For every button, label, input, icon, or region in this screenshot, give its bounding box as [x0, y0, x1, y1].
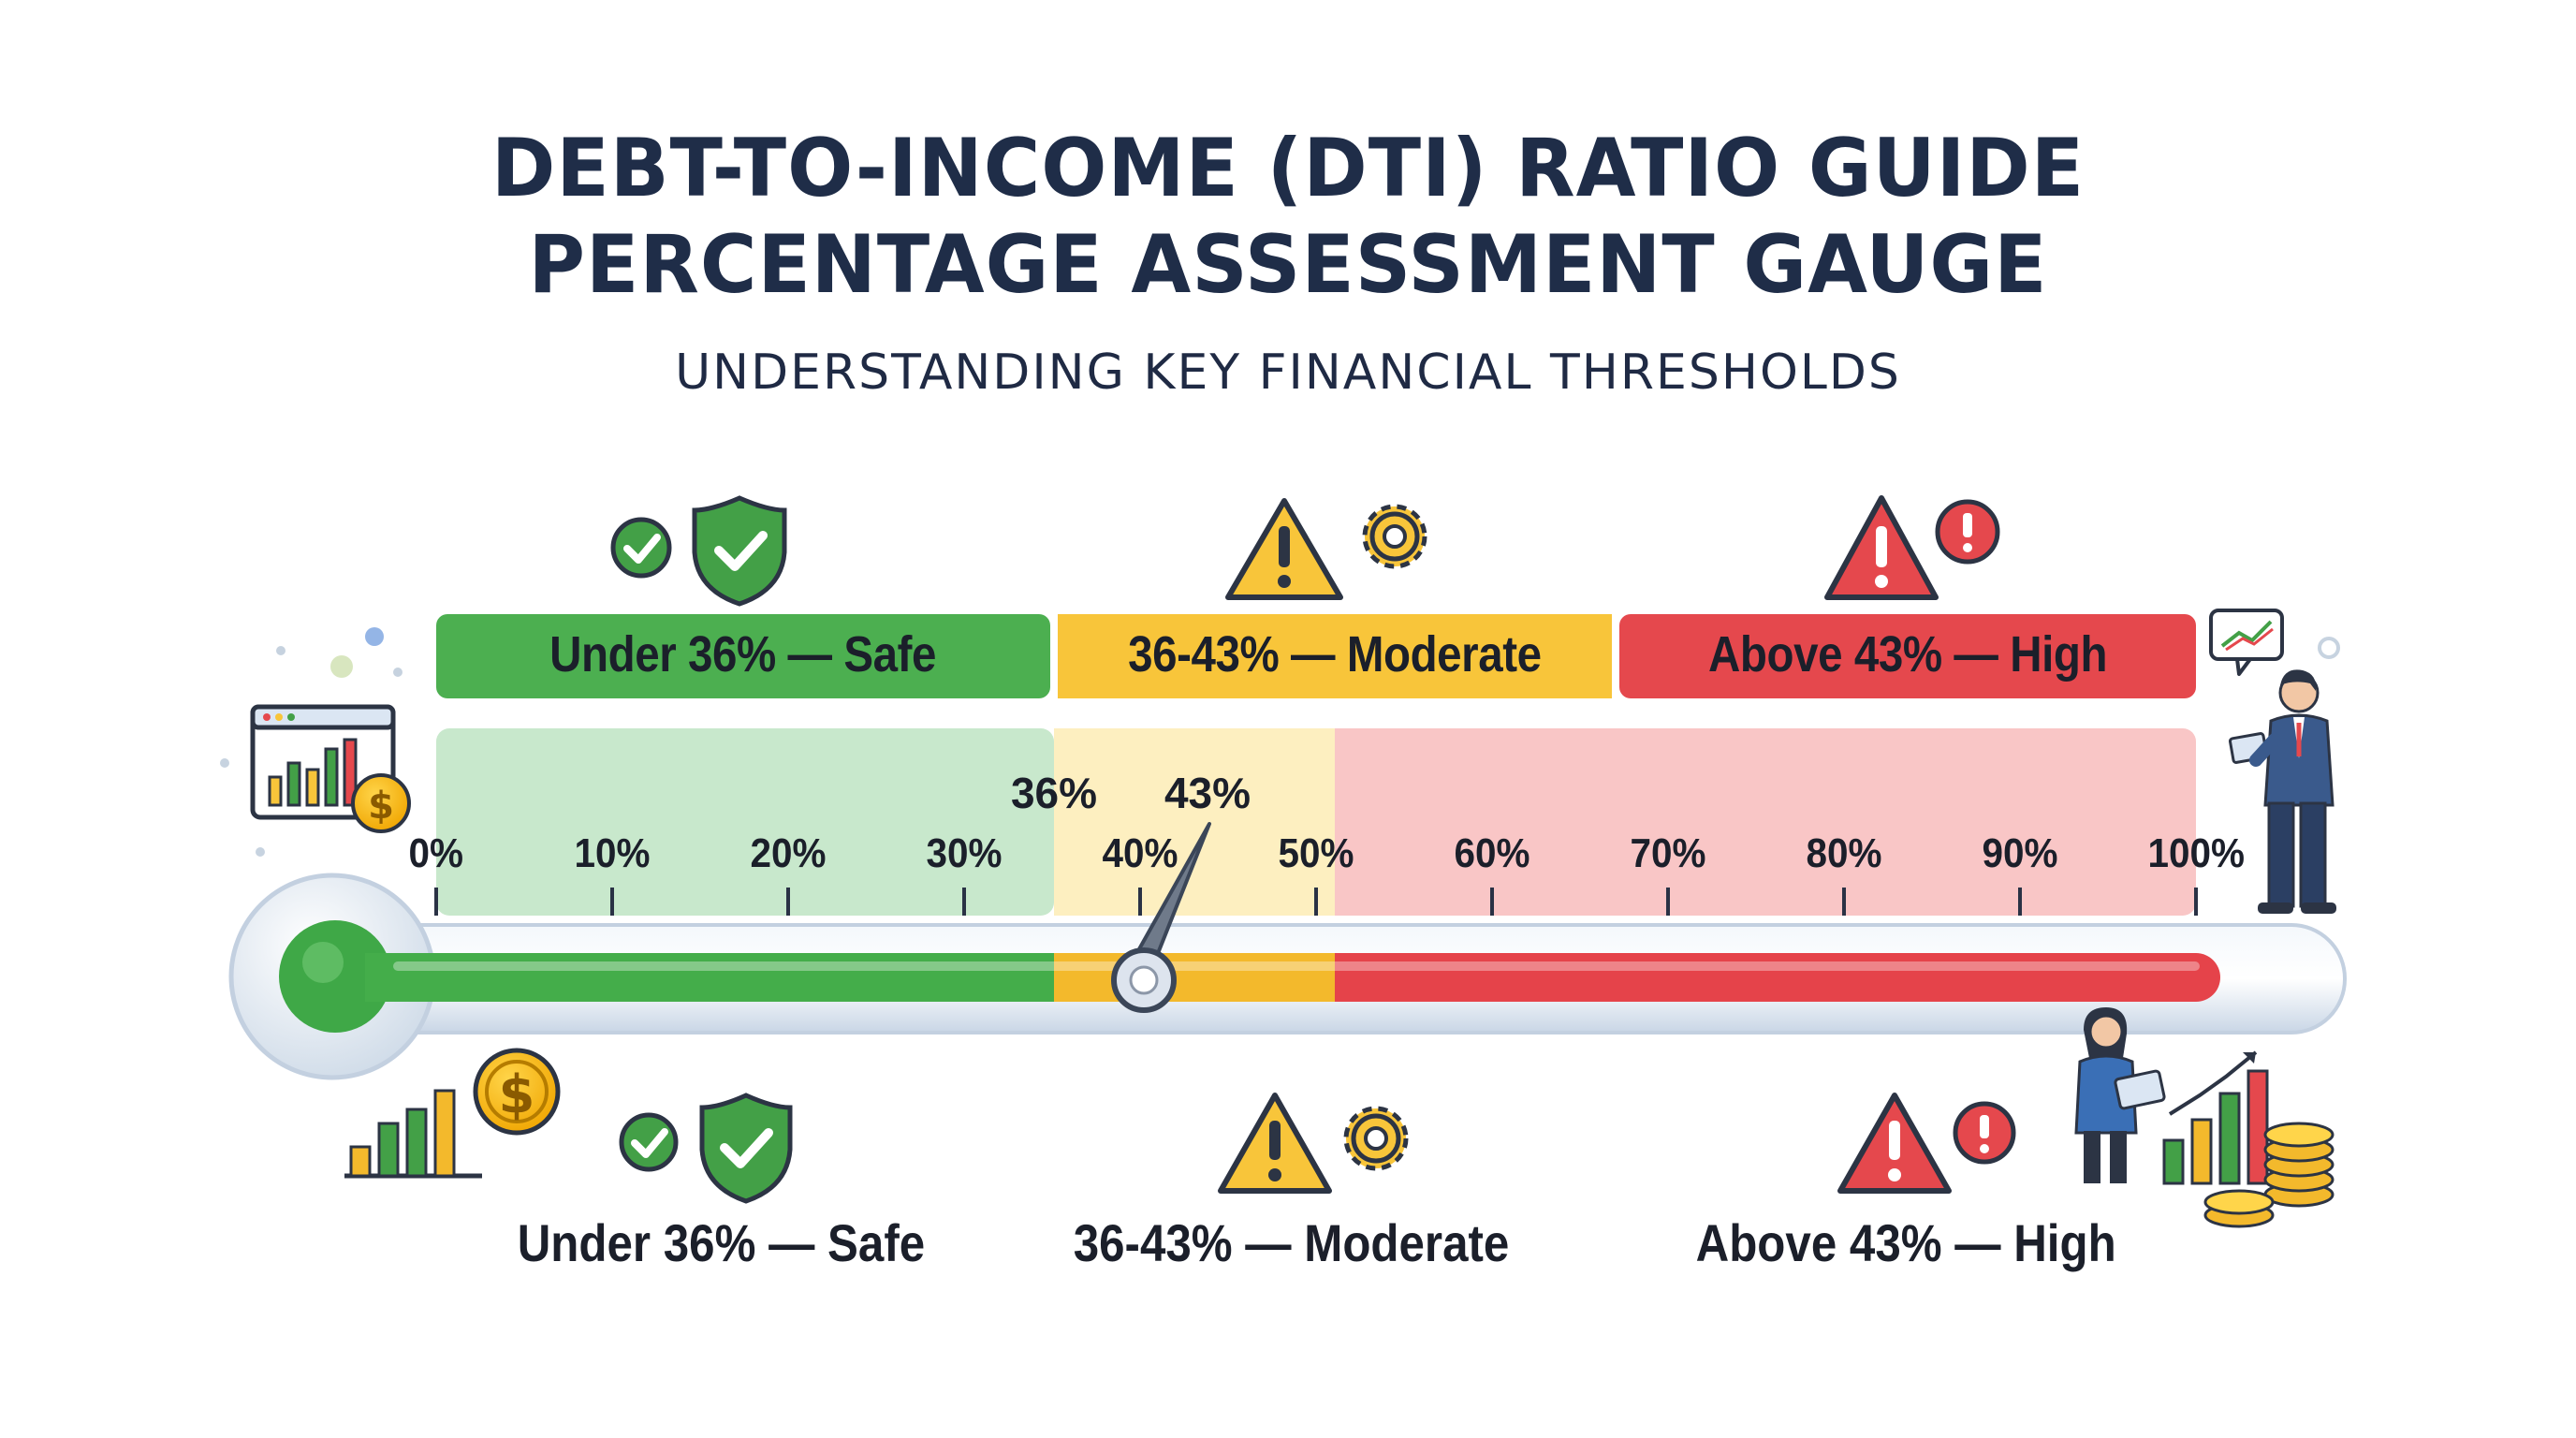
gauge-needle: [1111, 822, 1211, 1013]
tick-label: 50%: [1278, 830, 1354, 876]
svg-text:$: $: [368, 785, 394, 828]
moderate-band: [1058, 614, 1612, 698]
tick-label: 100%: [2147, 830, 2245, 876]
alert-circle-icon: [1935, 499, 2000, 565]
high-band: [1619, 614, 2196, 698]
zone-bands: [436, 614, 2196, 698]
band-label-safe: Under 36% — Safe: [549, 626, 937, 682]
check-circle-icon: [610, 517, 672, 579]
tick-label: 70%: [1630, 830, 1706, 876]
fill-safe: [365, 953, 1054, 1002]
svg-text:$: $: [499, 1064, 535, 1125]
alert-triangle-icon: [1824, 495, 1939, 600]
tick-label: 90%: [1982, 830, 2058, 876]
warning-triangle-icon: [1218, 1093, 1332, 1194]
businesswoman-with-laptop: [2074, 1007, 2166, 1183]
title-line-1: DEBT-TO-INCOME (DTI) RATIO GUIDE: [490, 122, 2086, 215]
fill-high: [1335, 953, 2220, 1002]
tick-label: 80%: [1806, 830, 1882, 876]
marker-label-43: 43%: [1164, 769, 1251, 817]
tick-label: 40%: [1102, 830, 1178, 876]
scale-ticks: [434, 888, 2198, 916]
band-label-high: Above 43% — High: [1707, 626, 2108, 682]
businessman-with-tablet: [2228, 669, 2336, 914]
decorative-dots: [220, 627, 2340, 857]
subtitle: UNDERSTANDING KEY FINANCIAL THRESHOLDS: [675, 345, 1901, 401]
shield-check-icon: [692, 495, 787, 607]
chat-bubble-trend-icon: [2209, 609, 2284, 676]
high-zone-background: [1335, 728, 2196, 916]
shield-check-icon: [699, 1093, 793, 1204]
safe-band: [436, 614, 1050, 698]
bottom-label-high: Above 43% — High: [1695, 1213, 2116, 1272]
check-circle-icon: [619, 1112, 679, 1172]
thermometer: [228, 873, 2347, 1080]
zone-backgrounds: [436, 728, 2196, 916]
dashboard-chart-icon: [250, 704, 396, 820]
moderate-zone-background: [1054, 728, 1335, 916]
dollar-coin-icon: $: [351, 773, 411, 833]
bottom-label-safe: Under 36% — Safe: [517, 1213, 925, 1272]
tick-label: 60%: [1454, 830, 1530, 876]
tick-label: 30%: [926, 830, 1003, 876]
tick-label: 20%: [750, 830, 827, 876]
gear-icon: [1362, 504, 1427, 569]
band-label-moderate: 36-43% — Moderate: [1128, 626, 1542, 682]
alert-triangle-icon: [1837, 1093, 1952, 1194]
coin-stack-icon: [2203, 1122, 2334, 1228]
alert-circle-icon: [1953, 1101, 2016, 1165]
bottom-label-moderate: 36-43% — Moderate: [1074, 1213, 1510, 1272]
gear-icon: [1343, 1106, 1409, 1171]
title-line-2: PERCENTAGE ASSESSMENT GAUGE: [528, 218, 2048, 312]
tick-label: 10%: [574, 830, 651, 876]
marker-label-36: 36%: [1010, 769, 1098, 817]
safe-zone-background: [436, 728, 1054, 916]
dollar-coin-icon: $: [473, 1048, 561, 1136]
fill-moderate: [1054, 953, 1335, 1002]
rising-bar-chart-icon: [2162, 1050, 2269, 1185]
tick-label: 0%: [408, 830, 464, 876]
warning-triangle-icon: [1225, 498, 1343, 600]
bar-chart-icon: [344, 1089, 482, 1179]
